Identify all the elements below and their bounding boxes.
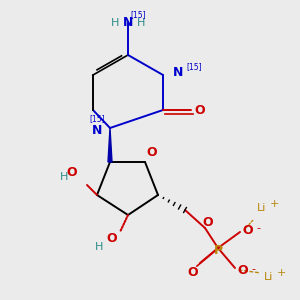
Text: O: O xyxy=(147,146,157,158)
Text: H: H xyxy=(95,242,103,252)
Text: O: O xyxy=(67,166,77,178)
Text: H: H xyxy=(137,18,145,28)
Text: -: - xyxy=(256,223,260,233)
Text: N: N xyxy=(92,124,102,137)
Polygon shape xyxy=(108,128,112,162)
Text: O: O xyxy=(238,265,248,278)
Text: N: N xyxy=(173,65,183,79)
Text: +: + xyxy=(276,268,286,278)
Text: Li: Li xyxy=(264,272,274,282)
Text: [15]: [15] xyxy=(186,62,202,71)
Text: H: H xyxy=(60,172,68,182)
Text: P: P xyxy=(213,244,223,256)
Text: N: N xyxy=(123,16,133,28)
Text: [15]: [15] xyxy=(130,11,146,20)
Text: +: + xyxy=(269,199,279,209)
Text: -: - xyxy=(251,264,255,274)
Text: Li: Li xyxy=(257,203,267,213)
Text: O: O xyxy=(195,103,205,116)
Text: O: O xyxy=(203,215,213,229)
Text: O: O xyxy=(107,232,117,244)
Text: [15]: [15] xyxy=(89,115,105,124)
Text: H: H xyxy=(111,18,119,28)
Text: O: O xyxy=(188,266,198,278)
Text: O: O xyxy=(243,224,253,236)
